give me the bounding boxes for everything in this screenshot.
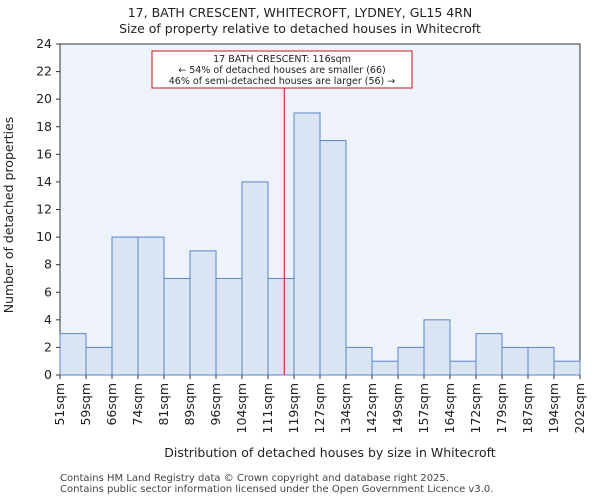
bar-104sqm: [241, 181, 269, 376]
y-tick-label: 18: [36, 119, 52, 134]
x-tick-label: 202sqm: [572, 383, 587, 433]
x-tick-label: 74sqm: [130, 383, 145, 426]
annotation-line-2: ← 54% of detached houses are smaller (66…: [178, 65, 385, 76]
x-tick-label: 187sqm: [520, 383, 535, 433]
x-tick-label: 172sqm: [468, 383, 483, 433]
x-tick-label: 194sqm: [546, 383, 561, 433]
bar-157sqm: [423, 319, 451, 376]
chart-title: 17, BATH CRESCENT, WHITECROFT, LYDNEY, G…: [128, 5, 473, 20]
y-tick-label: 14: [36, 174, 52, 189]
bar-142sqm: [371, 360, 399, 376]
annotation-line-3: 46% of semi-detached houses are larger (…: [169, 76, 396, 87]
x-tick-label: 179sqm: [494, 383, 509, 433]
x-tick-label: 134sqm: [338, 383, 353, 433]
bar-89sqm: [189, 250, 217, 376]
footer-copyright: Contains HM Land Registry data © Crown c…: [60, 473, 449, 484]
bar-149sqm: [397, 346, 425, 376]
x-tick-label: 119sqm: [286, 383, 301, 433]
y-tick-label: 0: [44, 367, 52, 382]
y-tick-label: 22: [36, 64, 52, 79]
y-tick-label: 12: [36, 202, 52, 217]
y-tick-label: 8: [44, 257, 52, 272]
x-tick-label: 157sqm: [416, 383, 431, 433]
y-tick-label: 4: [44, 312, 52, 327]
bar-187sqm: [527, 346, 555, 376]
bar-172sqm: [475, 333, 503, 376]
y-tick-label: 16: [36, 146, 52, 161]
bar-74sqm: [137, 236, 165, 376]
x-tick-label: 104sqm: [234, 383, 249, 433]
bar-111sqm: [267, 277, 295, 376]
y-tick-label: 20: [36, 91, 52, 106]
bar-127sqm: [319, 140, 347, 376]
x-tick-label: 127sqm: [312, 383, 327, 433]
bars-group: [59, 112, 581, 376]
chart-subtitle: Size of property relative to detached ho…: [119, 21, 481, 36]
x-tick-label: 111sqm: [260, 383, 275, 433]
bar-96sqm: [215, 277, 243, 376]
annotation-line-1: 17 BATH CRESCENT: 116sqm: [213, 54, 351, 65]
marker-annotation: 17 BATH CRESCENT: 116sqm ← 54% of detach…: [151, 50, 413, 89]
bar-134sqm: [345, 346, 373, 376]
x-tick-label: 81sqm: [156, 383, 171, 426]
x-tick-label: 142sqm: [364, 383, 379, 433]
bar-51sqm: [59, 333, 87, 376]
y-tick-label: 2: [44, 339, 52, 354]
bar-164sqm: [449, 360, 477, 376]
y-tick-label: 6: [44, 284, 52, 299]
y-tick-label: 10: [36, 229, 52, 244]
x-tick-label: 149sqm: [390, 383, 405, 433]
y-tick-label: 24: [36, 36, 52, 51]
x-tick-label: 164sqm: [442, 383, 457, 433]
x-tick-label: 89sqm: [182, 383, 197, 426]
x-axis: 51sqm 59sqm 66sqm 74sqm 81sqm 89sqm 96sqm 104sq…: [52, 375, 587, 433]
bar-66sqm: [111, 236, 139, 376]
x-axis-label: Distribution of detached houses by size …: [164, 445, 495, 460]
bar-119sqm: [293, 112, 321, 376]
y-axis-label: Number of detached properties: [1, 117, 16, 314]
x-tick-label: 66sqm: [104, 383, 119, 426]
x-tick-label: 96sqm: [208, 383, 223, 426]
x-tick-label: 59sqm: [78, 383, 93, 426]
bar-179sqm: [501, 346, 529, 376]
bar-81sqm: [163, 277, 191, 376]
bar-194sqm: [553, 360, 581, 376]
annotation-box: [151, 50, 413, 89]
bar-59sqm: [85, 346, 113, 376]
footer-licence: Contains public sector information licen…: [60, 484, 494, 495]
x-tick-label: 51sqm: [52, 383, 67, 426]
